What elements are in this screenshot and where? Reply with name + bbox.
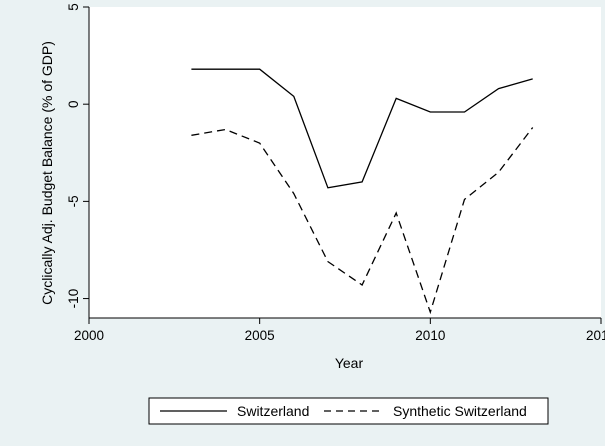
x-axis-label: Year [335,355,364,371]
y-tick-label: 5 [66,3,81,11]
x-tick-label: 2005 [245,328,275,343]
legend-label-switzerland: Switzerland [237,403,309,419]
x-tick-label: 2010 [415,328,445,343]
y-axis: 5 0 -5 -10 [66,3,89,318]
y-tick-label: -10 [66,289,81,309]
y-tick-label: -5 [66,195,81,207]
x-tick-label: 2000 [74,328,104,343]
legend: Switzerland Synthetic Switzerland [149,398,548,424]
y-axis-label: Cyclically Adj. Budget Balance (% of GDP… [39,41,55,305]
legend-label-synthetic: Synthetic Switzerland [393,403,527,419]
plot-area [89,7,601,318]
y-tick-label: 0 [66,100,81,108]
